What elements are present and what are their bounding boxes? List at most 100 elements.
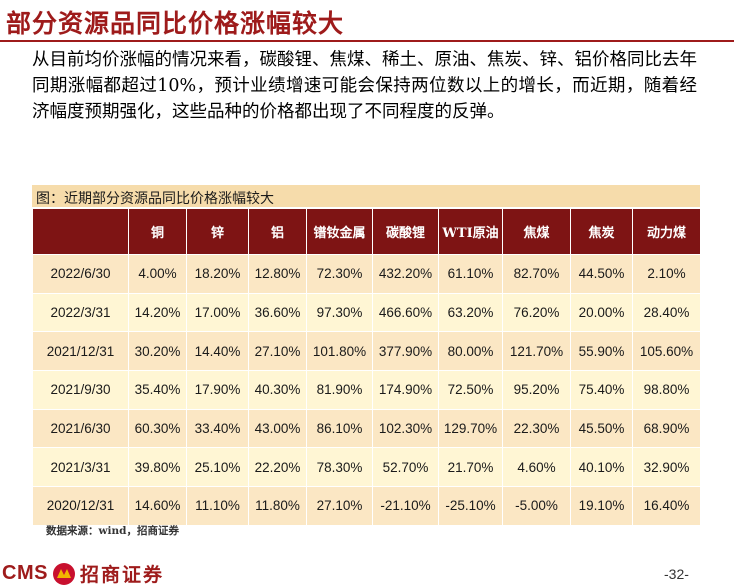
value-cell: 98.80% <box>632 370 701 410</box>
value-cell: 22.20% <box>248 447 307 488</box>
value-cell: 63.20% <box>438 292 503 333</box>
value-cell: 4.00% <box>128 254 187 294</box>
value-cell: 21.70% <box>438 447 503 488</box>
value-cell: 40.10% <box>570 447 633 488</box>
value-cell: 33.40% <box>186 408 249 449</box>
value-cell: 11.10% <box>186 486 249 526</box>
value-cell: 30.20% <box>128 331 187 372</box>
value-cell: 39.80% <box>128 447 187 488</box>
value-cell: 121.70% <box>502 331 571 372</box>
value-cell: 25.10% <box>186 447 249 488</box>
value-cell: 76.20% <box>502 292 571 333</box>
value-cell: 101.80% <box>306 331 373 372</box>
value-cell: -25.10% <box>438 486 503 526</box>
value-cell: 129.70% <box>438 408 503 449</box>
body-paragraph: 从目前均价涨幅的情况来看，碳酸锂、焦煤、稀土、原油、焦炭、锌、铝价格同比去年同期… <box>32 50 697 122</box>
header-cell: WTI原油 <box>438 208 503 255</box>
value-cell: 97.30% <box>306 292 373 333</box>
figure-caption: 图：近期部分资源品同比价格涨幅较大 <box>36 191 274 207</box>
table-row: 2020/12/31 14.60% 11.10% 11.80% 27.10% -21.10… <box>32 486 701 526</box>
value-cell: 20.00% <box>570 292 633 333</box>
value-cell: -21.10% <box>372 486 439 526</box>
value-cell: 95.20% <box>502 370 571 410</box>
value-cell: 43.00% <box>248 408 307 449</box>
date-cell: 2022/3/31 <box>32 292 129 333</box>
logo-emblem-icon <box>52 562 75 585</box>
value-cell: 102.30% <box>372 408 439 449</box>
caption-bar <box>32 185 700 207</box>
value-cell: 78.30% <box>306 447 373 488</box>
table-row: 2021/9/30 35.40% 17.90% 40.30% 81.90% 174.90%… <box>32 370 701 410</box>
title-divider <box>0 40 734 42</box>
table-row: 2022/3/31 14.20% 17.00% 36.60% 97.30% 466.60%… <box>32 292 701 333</box>
value-cell: 22.30% <box>502 408 571 449</box>
value-cell: 35.40% <box>128 370 187 410</box>
page-title: 部分资源品同比价格涨幅较大 <box>6 9 345 38</box>
value-cell: 52.70% <box>372 447 439 488</box>
header-cell: 铝 <box>248 208 307 255</box>
header-cell <box>32 208 129 255</box>
logo-chinese: 招商证券 <box>79 564 164 586</box>
table-row: 2021/3/31 39.80% 25.10% 22.20% 78.30% 52.70% 2… <box>32 447 701 488</box>
table-row: 2021/12/31 30.20% 14.40% 27.10% 101.80% 377.9… <box>32 331 701 372</box>
date-cell: 2021/3/31 <box>32 447 129 488</box>
value-cell: 75.40% <box>570 370 633 410</box>
value-cell: 17.00% <box>186 292 249 333</box>
value-cell: 14.20% <box>128 292 187 333</box>
value-cell: 72.50% <box>438 370 503 410</box>
header-cell: 镨钕金属 <box>306 208 373 255</box>
header-cell: 铜 <box>128 208 187 255</box>
value-cell: 17.90% <box>186 370 249 410</box>
value-cell: 55.90% <box>570 331 633 372</box>
date-cell: 2021/9/30 <box>32 370 129 410</box>
value-cell: 28.40% <box>632 292 701 333</box>
page-number: -32- <box>664 566 689 582</box>
value-cell: 32.90% <box>632 447 701 488</box>
value-cell: 44.50% <box>570 254 633 294</box>
value-cell: 40.30% <box>248 370 307 410</box>
header-cell: 焦煤 <box>502 208 571 255</box>
value-cell: 36.60% <box>248 292 307 333</box>
date-cell: 2021/12/31 <box>32 331 129 372</box>
value-cell: -5.00% <box>502 486 571 526</box>
value-cell: 86.10% <box>306 408 373 449</box>
value-cell: 377.90% <box>372 331 439 372</box>
header-cell: 碳酸锂 <box>372 208 439 255</box>
value-cell: 174.90% <box>372 370 439 410</box>
logo-latin: CMS <box>2 562 48 584</box>
header-cell: 锌 <box>186 208 249 255</box>
date-cell: 2020/12/31 <box>32 486 129 526</box>
value-cell: 19.10% <box>570 486 633 526</box>
value-cell: 80.00% <box>438 331 503 372</box>
value-cell: 72.30% <box>306 254 373 294</box>
value-cell: 61.10% <box>438 254 503 294</box>
data-source-note: 数据来源：wind，招商证券 <box>46 525 180 537</box>
date-cell: 2022/6/30 <box>32 254 129 294</box>
header-cell: 动力煤 <box>632 208 701 255</box>
value-cell: 27.10% <box>248 331 307 372</box>
value-cell: 14.40% <box>186 331 249 372</box>
value-cell: 14.60% <box>128 486 187 526</box>
value-cell: 81.90% <box>306 370 373 410</box>
value-cell: 45.50% <box>570 408 633 449</box>
value-cell: 466.60% <box>372 292 439 333</box>
value-cell: 4.60% <box>502 447 571 488</box>
table-row: 2022/6/30 4.00% 18.20% 12.80% 72.30% 432.20% 6… <box>32 254 701 294</box>
header-cell: 焦炭 <box>570 208 633 255</box>
table-row: 2021/6/30 60.30% 33.40% 43.00% 86.10% 102.30%… <box>32 408 701 449</box>
table-header-row: 铜 锌 铝 镨钕金属 碳酸锂 WTI原油 焦煤 焦炭 动力煤 <box>32 208 701 255</box>
value-cell: 12.80% <box>248 254 307 294</box>
price-change-table: 铜 锌 铝 镨钕金属 碳酸锂 WTI原油 焦煤 焦炭 动力煤 2022/6/30… <box>32 208 701 526</box>
value-cell: 82.70% <box>502 254 571 294</box>
value-cell: 27.10% <box>306 486 373 526</box>
value-cell: 2.10% <box>632 254 701 294</box>
value-cell: 105.60% <box>632 331 701 372</box>
value-cell: 11.80% <box>248 486 307 526</box>
date-cell: 2021/6/30 <box>32 408 129 449</box>
value-cell: 18.20% <box>186 254 249 294</box>
value-cell: 16.40% <box>632 486 701 526</box>
value-cell: 432.20% <box>372 254 439 294</box>
company-logo: CMS 招商证券 <box>2 560 164 586</box>
value-cell: 60.30% <box>128 408 187 449</box>
value-cell: 68.90% <box>632 408 701 449</box>
